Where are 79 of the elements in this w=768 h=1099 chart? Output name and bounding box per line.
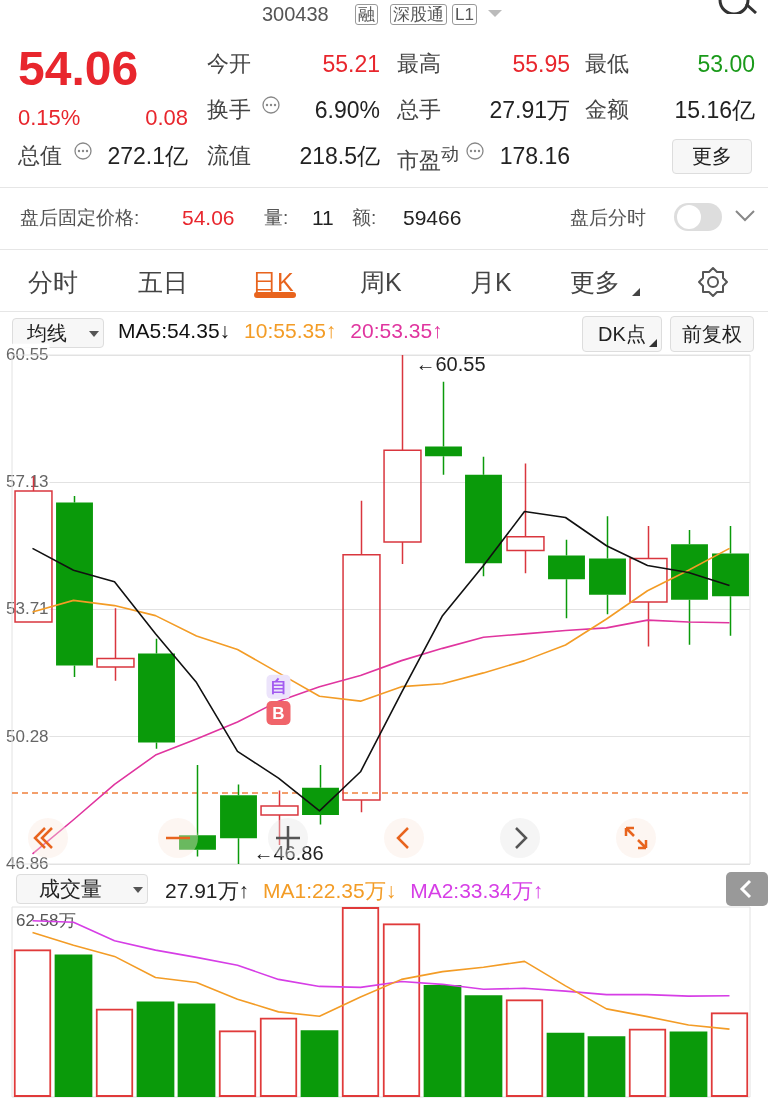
- candlestick: [220, 783, 257, 865]
- candlestick: [425, 381, 462, 476]
- text: 额:: [352, 207, 377, 228]
- text: 均线: [27, 321, 67, 344]
- text: L1: [452, 4, 477, 25]
- text: 0.08: [145, 105, 188, 130]
- text: 今开: [207, 51, 251, 76]
- bar: [54, 954, 93, 1097]
- text: 53.00: [697, 51, 755, 77]
- text: 300438: [262, 3, 329, 25]
- text: 更多: [672, 139, 752, 174]
- text: 54.06: [18, 42, 139, 95]
- candlestick: [342, 500, 381, 814]
- text: MA2:33.34万↑: [410, 879, 544, 902]
- bar: [464, 995, 503, 1097]
- text: 55.95: [512, 51, 570, 77]
- text: 金额: [585, 97, 629, 122]
- candlestick: [302, 764, 339, 826]
- text: 272.1亿: [107, 143, 188, 169]
- text: 11: [312, 206, 334, 229]
- y-tick-label: 60.55: [6, 344, 49, 364]
- text: DK点: [582, 316, 662, 352]
- bar: [177, 1003, 216, 1097]
- text: 178.16: [499, 143, 570, 169]
- annotation: ←60.55: [415, 352, 486, 375]
- text: 55.21: [322, 51, 380, 77]
- text: 54.06: [182, 206, 235, 229]
- text: 换手: [207, 97, 251, 122]
- candlestick: [260, 789, 299, 846]
- text: 0.15%: [18, 105, 81, 130]
- text: 总值: [18, 143, 62, 168]
- annotation: ←46.86: [253, 841, 324, 864]
- candlestick: [506, 462, 545, 574]
- bar: [423, 984, 462, 1097]
- text: 市盈$^{动}$: [397, 143, 459, 174]
- y-tick-label: 46.86: [6, 853, 49, 873]
- candlestick: [56, 495, 93, 678]
- text: 10:55.35↑: [244, 319, 337, 342]
- text: 月K: [470, 268, 512, 296]
- text: 59466: [403, 206, 462, 229]
- text: 218.5亿: [299, 143, 380, 169]
- bar: [300, 1030, 339, 1097]
- text: 更多: [570, 268, 620, 296]
- text: MA5:54.35↓: [118, 319, 231, 342]
- text: 量:: [264, 207, 289, 228]
- text: 流值: [207, 143, 251, 168]
- text: 深股通: [390, 4, 447, 25]
- text: MA1:22.35万↓: [263, 879, 397, 902]
- text: 成交量: [16, 874, 148, 904]
- text: 27.91万↑: [165, 879, 250, 902]
- text: 五日: [138, 268, 188, 296]
- candlestick: [629, 525, 668, 648]
- text: 盘后分时: [570, 207, 646, 228]
- candlestick: [96, 607, 135, 682]
- text: 最低: [585, 51, 629, 76]
- text: 27.91万: [489, 97, 570, 123]
- candlestick: [589, 515, 626, 615]
- annotation: 自: [270, 677, 287, 697]
- text: 20:53.35↑: [350, 319, 443, 342]
- text: 总手: [397, 97, 441, 122]
- text: 分时: [28, 268, 78, 296]
- y-tick-label: 50.28: [6, 726, 49, 746]
- candlestick: [138, 637, 175, 750]
- text: 15.16亿: [674, 97, 755, 123]
- text: 6.90%: [314, 97, 380, 123]
- text: 周K: [360, 268, 402, 296]
- bar: [669, 1031, 708, 1097]
- text: 前复权: [670, 316, 754, 352]
- bar: [136, 1001, 175, 1097]
- candlestick: [465, 456, 502, 577]
- text: 融: [355, 4, 378, 25]
- text: 最高: [397, 51, 441, 76]
- candlestick: [548, 539, 585, 619]
- bar: [587, 1036, 626, 1097]
- annotation: B: [272, 703, 285, 723]
- bar: [546, 1032, 585, 1097]
- candlestick: [671, 529, 708, 646]
- candlestick: [712, 525, 749, 637]
- text: 盘后固定价格:: [20, 207, 140, 228]
